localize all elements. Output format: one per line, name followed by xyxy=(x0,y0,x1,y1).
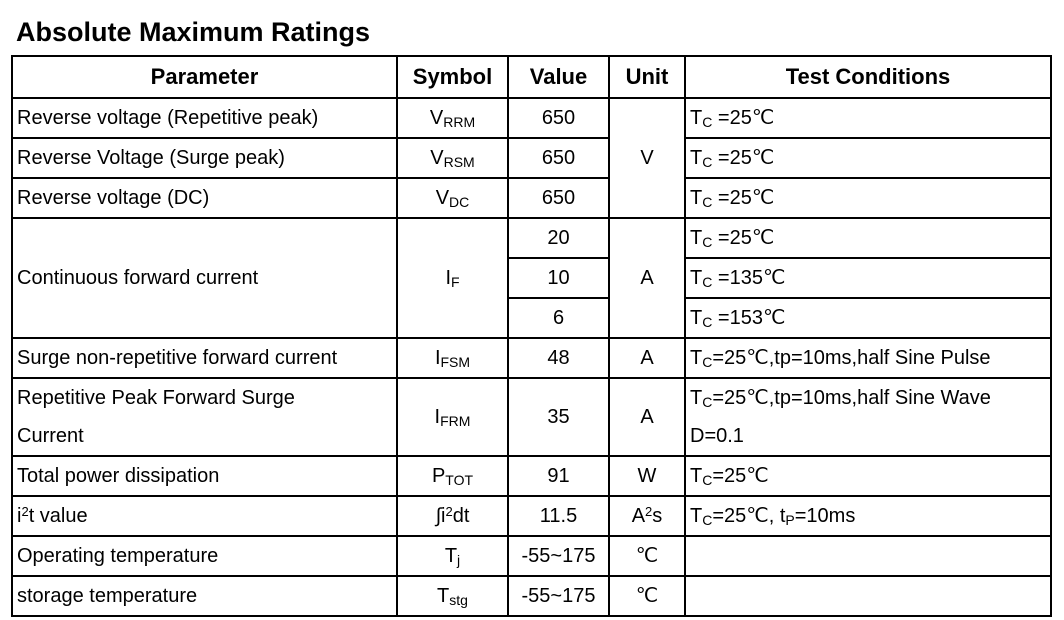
table-row: Repetitive Peak Forward Surge Current IFR… xyxy=(11,377,1052,457)
unit-cell: W xyxy=(608,455,686,497)
parameter-cell: Reverse voltage (Repetitive peak) xyxy=(11,97,398,139)
parameter-cell: Repetitive Peak Forward Surge Current xyxy=(11,377,398,457)
value-cell: 20 xyxy=(507,217,610,259)
header-value: Value xyxy=(507,55,610,99)
parameter-cell: Operating temperature xyxy=(11,535,398,577)
condition-cell: TC =135℃ xyxy=(684,257,1052,299)
parameter-cell: Reverse Voltage (Surge peak) xyxy=(11,137,398,179)
section-title: Absolute Maximum Ratings xyxy=(16,17,371,47)
symbol-cell: VDC xyxy=(396,177,509,219)
parameter-cell: storage temperature xyxy=(11,575,398,617)
table-row: Reverse voltage (Repetitive peak) VRRM 6… xyxy=(11,97,1052,219)
ratings-table: Parameter Symbol Value Unit Test Conditi… xyxy=(11,55,1052,617)
value-cell: 35 xyxy=(507,377,610,457)
parameter-cell: Reverse voltage (DC) xyxy=(11,177,398,219)
value-cell: 11.5 xyxy=(507,495,610,537)
table-row: Reverse Voltage (Surge peak) VRSM 650 TC… xyxy=(11,137,1052,179)
table-row: 10 TC =135℃ xyxy=(12,257,1052,299)
value-cell: -55~175 xyxy=(507,575,610,617)
symbol-cell: IF xyxy=(396,217,509,339)
table-row: Reverse voltage (DC) VDC 650 TC =25℃ xyxy=(11,177,1052,219)
value-cell: 10 xyxy=(507,257,610,299)
unit-cell: A xyxy=(608,337,686,379)
value-cell: 6 xyxy=(507,297,610,339)
value-cell: 650 xyxy=(507,177,610,219)
condition-cell: TC =25℃ xyxy=(684,97,1052,139)
symbol-cell: ∫i2dt xyxy=(396,495,509,537)
symbol-cell: PTOT xyxy=(396,455,509,497)
parameter-cell: Continuous forward current xyxy=(11,217,398,339)
condition-cell: TC =153℃ xyxy=(684,297,1052,339)
table-row: storage temperature Tstg -55~175 ℃ xyxy=(11,575,1052,617)
symbol-cell: IFRM xyxy=(396,377,509,457)
symbol-cell: Tstg xyxy=(396,575,509,617)
condition-cell: TC=25℃ xyxy=(684,455,1052,497)
table-row: i2t value ∫i2dt 11.5 A2s TC=25℃, tP=10ms xyxy=(11,495,1052,537)
unit-cell: ℃ xyxy=(608,575,686,617)
condition-cell: TC=25℃,tp=10ms,half Sine Wave D=0.1 xyxy=(684,377,1052,457)
table-header-row: Parameter Symbol Value Unit Test Conditi… xyxy=(11,55,1052,99)
unit-cell: ℃ xyxy=(608,535,686,577)
header-unit: Unit xyxy=(608,55,686,99)
table-row: 6 TC =153℃ xyxy=(12,297,1052,339)
header-parameter: Parameter xyxy=(11,55,398,99)
value-cell: 48 xyxy=(507,337,610,379)
symbol-cell: VRRM xyxy=(396,97,509,139)
value-cell: 91 xyxy=(507,455,610,497)
header-symbol: Symbol xyxy=(396,55,509,99)
symbol-cell: VRSM xyxy=(396,137,509,179)
table-row: Total power dissipation PTOT 91 W TC=25℃ xyxy=(11,455,1052,497)
unit-cell: V xyxy=(608,97,686,219)
condition-cell: TC=25℃,tp=10ms,half Sine Pulse xyxy=(684,337,1052,379)
symbol-cell: IFSM xyxy=(396,337,509,379)
symbol-cell: Tj xyxy=(396,535,509,577)
value-cell: 650 xyxy=(507,97,610,139)
parameter-cell: Surge non-repetitive forward current xyxy=(11,337,398,379)
unit-cell: A2s xyxy=(608,495,686,537)
value-cell: 650 xyxy=(507,137,610,179)
condition-cell: TC =25℃ xyxy=(684,137,1052,179)
value-cell: -55~175 xyxy=(507,535,610,577)
parameter-cell: i2t value xyxy=(11,495,398,537)
table-row: Continuous forward current IF 20 A TC =2… xyxy=(11,217,1052,339)
parameter-cell: Total power dissipation xyxy=(11,455,398,497)
unit-cell: A xyxy=(608,217,686,339)
table-row: Operating temperature Tj -55~175 ℃ xyxy=(11,535,1052,577)
condition-cell xyxy=(684,575,1052,617)
condition-cell xyxy=(684,535,1052,577)
table-row: Surge non-repetitive forward current IFS… xyxy=(11,337,1052,379)
unit-cell: A xyxy=(608,377,686,457)
condition-cell: TC =25℃ xyxy=(684,217,1052,259)
condition-cell: TC=25℃, tP=10ms xyxy=(684,495,1052,537)
header-conditions: Test Conditions xyxy=(684,55,1052,99)
condition-cell: TC =25℃ xyxy=(684,177,1052,219)
